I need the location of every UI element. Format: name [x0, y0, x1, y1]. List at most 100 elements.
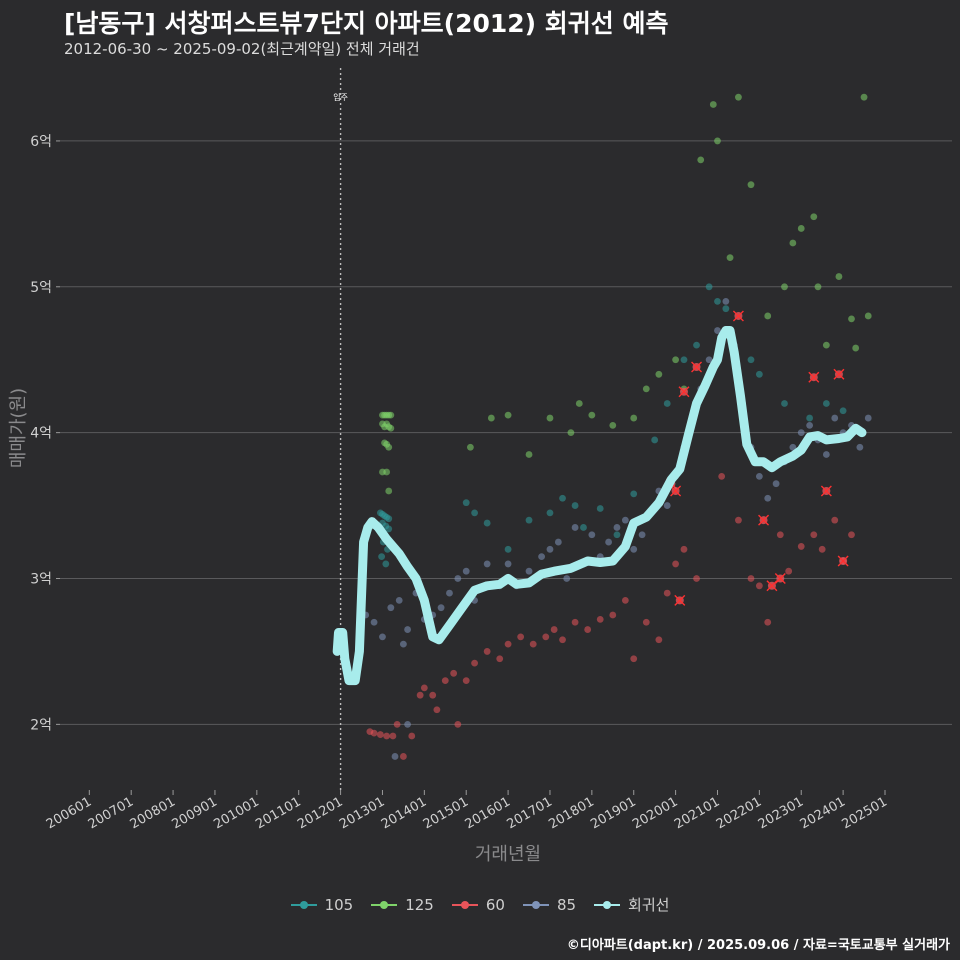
point-85: [370, 618, 378, 626]
chart-title: [남동구] 서창퍼스트뷰7단지 아파트(2012) 회귀선 예측: [64, 9, 669, 38]
point-105: [378, 553, 386, 561]
point-125: [385, 443, 393, 451]
point-85: [797, 429, 805, 437]
point-105: [483, 519, 491, 527]
marked-point-cross: [758, 514, 770, 526]
x-tick-label: 201101: [253, 794, 303, 832]
x-tick-label: 201001: [211, 794, 261, 832]
point-85: [538, 553, 545, 561]
point-105: [680, 356, 688, 364]
x-tick-label: 201201: [295, 794, 345, 832]
chart-subtitle: 2012-06-30 ~ 2025-09-02(최근계약일) 전체 거래건: [64, 40, 420, 58]
point-105: [755, 370, 763, 378]
point-105: [580, 524, 587, 531]
point-60: [529, 640, 537, 648]
point-60: [848, 531, 855, 539]
point-85: [722, 297, 730, 305]
point-125: [747, 181, 755, 189]
point-85: [831, 414, 839, 422]
y-tick-label: 3억: [30, 572, 52, 588]
point-125: [383, 468, 391, 476]
point-60: [818, 545, 826, 553]
point-85: [404, 720, 411, 728]
point-105: [839, 407, 847, 415]
marked-point-cross: [808, 371, 820, 383]
y-tick-label: 2억: [30, 717, 52, 733]
point-125: [797, 225, 805, 232]
marked-point: [837, 555, 849, 567]
scatter-points: [362, 93, 872, 760]
point-85: [789, 443, 797, 451]
point-125: [735, 93, 742, 101]
legend-key: [451, 899, 478, 911]
point-85: [525, 567, 533, 575]
x-tick-label: 202001: [630, 794, 680, 832]
x-tick-label: 202301: [756, 794, 806, 832]
legend-item-125: 125: [371, 894, 434, 915]
legend-item-60: 60: [451, 894, 505, 915]
y-tick-label: 5억: [30, 280, 52, 296]
x-tick-label: 202201: [714, 794, 764, 832]
legend-label: 60: [485, 895, 505, 914]
x-tick-label: 201801: [546, 794, 596, 832]
point-85: [571, 524, 579, 531]
point-105: [559, 494, 566, 502]
marked-point-cross: [670, 485, 682, 497]
point-105: [385, 515, 393, 523]
point-60: [655, 636, 663, 644]
point-85: [554, 538, 562, 546]
point-60: [747, 575, 755, 582]
point-85: [630, 545, 638, 553]
marked-point: [808, 371, 820, 383]
point-105: [385, 525, 393, 533]
point-60: [550, 626, 558, 633]
marked-point-cross: [678, 386, 690, 398]
x-tick-label: 202401: [798, 794, 848, 832]
point-125: [697, 156, 705, 164]
point-85: [705, 356, 713, 364]
point-105: [822, 400, 830, 407]
point-60: [630, 655, 638, 663]
x-tick-label: 202501: [840, 794, 890, 832]
point-125: [642, 385, 650, 393]
point-85: [504, 560, 512, 568]
point-85: [462, 567, 470, 575]
legend-label: 85: [556, 895, 577, 914]
point-85: [395, 596, 403, 604]
legend: 105 125 60 85 회귀선: [0, 894, 960, 915]
x-tick-label: 201301: [337, 794, 387, 832]
point-105: [630, 490, 638, 498]
point-125: [588, 411, 596, 419]
point-60: [389, 732, 397, 740]
point-125: [709, 101, 717, 108]
point-60: [642, 618, 650, 626]
point-60: [393, 720, 401, 728]
point-85: [437, 604, 445, 612]
point-60: [672, 560, 680, 568]
y-tick-label: 4억: [30, 426, 52, 442]
legend-key: [290, 899, 317, 911]
point-105: [596, 505, 604, 512]
point-60: [433, 706, 441, 714]
point-105: [651, 436, 659, 444]
point-60: [454, 720, 462, 728]
point-105: [663, 400, 671, 407]
point-60: [609, 611, 617, 619]
point-60: [408, 732, 416, 740]
marked-point: [674, 594, 686, 606]
point-105: [382, 560, 390, 568]
x-axis-label: 거래년월: [475, 844, 541, 865]
point-85: [621, 516, 629, 524]
point-125: [835, 273, 843, 280]
point-85: [605, 538, 613, 546]
point-85: [638, 531, 646, 539]
legend-key: [594, 899, 621, 911]
point-60: [831, 516, 839, 524]
point-85: [379, 633, 386, 641]
point-60: [755, 582, 763, 590]
regression-layer: [332, 326, 867, 686]
point-125: [852, 344, 860, 352]
point-125: [864, 312, 872, 320]
point-125: [525, 451, 533, 458]
point-85: [483, 560, 491, 568]
